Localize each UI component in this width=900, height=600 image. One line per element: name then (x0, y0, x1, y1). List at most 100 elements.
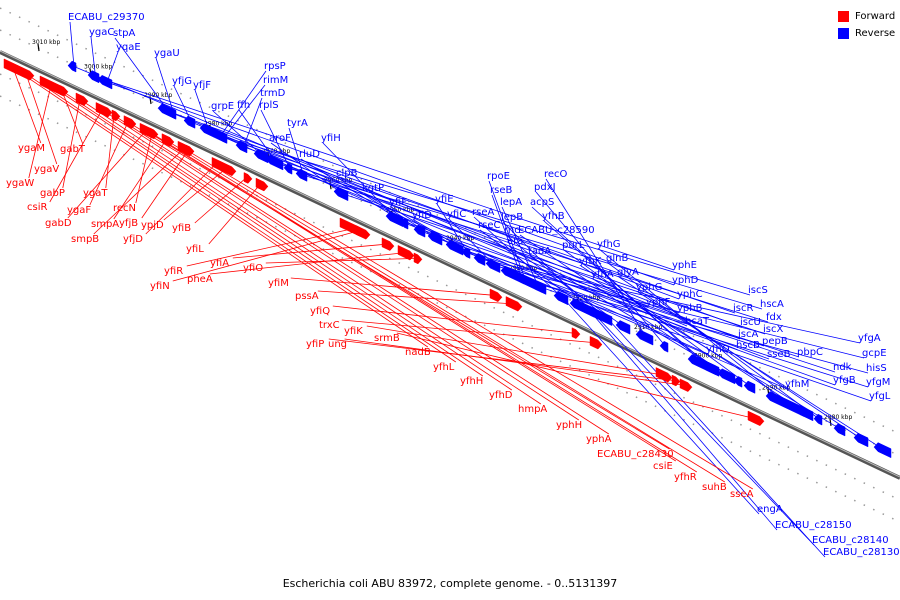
forward-leader-line (79, 99, 542, 405)
forward-gene-glyph (747, 410, 765, 427)
reverse-leader-line (342, 193, 766, 335)
reverse-gene-label: sseB (767, 349, 791, 360)
forward-gene-glyph (219, 160, 237, 177)
forward-gene-label: gabP (40, 188, 65, 199)
reverse-leader-line (289, 168, 763, 310)
forward-gene-glyph (671, 374, 681, 387)
reverse-gene-label: glyA (617, 267, 639, 278)
forward-gene-label: smpB (71, 234, 99, 245)
reverse-gene-label: yfhK (579, 256, 602, 267)
reverse-leader-line (543, 220, 712, 369)
reverse-gene-glyph (530, 279, 543, 293)
forward-gene-glyph (381, 237, 395, 251)
reverse-leader-line (421, 230, 788, 390)
tick-label: 2880 kbp (824, 414, 852, 421)
reverse-leader-line (262, 155, 741, 340)
reverse-leader-line (436, 237, 800, 358)
reverse-leader-line (106, 51, 119, 83)
forward-gene-glyph (413, 252, 423, 265)
forward-gene-glyph (397, 244, 415, 261)
forward-gene-label: csiR (27, 202, 47, 213)
reverse-gene-label: yphD (672, 275, 699, 286)
reverse-leader-line (168, 110, 680, 300)
reverse-gene-label: yfgB (833, 375, 856, 386)
forward-gene-label: smpA (91, 219, 119, 230)
forward-gene-label: ygaT (83, 188, 108, 199)
reverse-leader-line (303, 174, 769, 323)
reverse-gene-label: yphE (672, 260, 697, 271)
reverse-gene-glyph (659, 340, 669, 353)
reverse-gene-label: lepA (500, 197, 522, 208)
forward-leader-line (145, 130, 677, 462)
reverse-leader-line (637, 291, 885, 451)
reverse-gene-label: glnB (606, 253, 628, 264)
forward-leader-line (163, 168, 227, 221)
reverse-leader-line (260, 109, 291, 169)
forward-gene-glyph (571, 327, 581, 339)
forward-leader-line (186, 228, 354, 267)
forward-leader-line (183, 148, 754, 490)
reverse-gene-label: yfgM (866, 377, 890, 388)
forward-leader-line (265, 258, 417, 264)
forward-gene-label: csiE (653, 461, 673, 472)
reverse-leader-line (481, 259, 861, 344)
forward-leader-line (344, 338, 685, 386)
forward-leader-line (12, 67, 429, 348)
reverse-leader-line (194, 89, 210, 131)
forward-swatch (838, 10, 849, 22)
reverse-gene-label: rimM (263, 75, 288, 86)
reverse-leader-line (243, 146, 743, 328)
reverse-gene-label: yphF (646, 297, 671, 308)
legend: Forward Reverse (838, 9, 895, 43)
reverse-gene-label: yqaE (116, 42, 141, 53)
reverse-leader-line (525, 279, 869, 374)
reverse-leader-line (562, 297, 760, 515)
reverse-leader-line (106, 81, 675, 286)
reverse-gene-label: engA (757, 504, 783, 515)
reverse-gene-label: yfiC (447, 209, 466, 220)
reverse-leader-line (223, 84, 266, 138)
reverse-leader-line (173, 113, 680, 314)
forward-gene-label: sseA (730, 489, 754, 500)
reverse-gene-label: pbpC (797, 347, 823, 358)
reverse-gene-label: iscS (748, 285, 768, 296)
reverse-leader-line (191, 121, 688, 327)
reverse-leader-line (405, 223, 770, 360)
reverse-gene-label: acpS (530, 197, 554, 208)
reverse-gene-label: pepB (762, 336, 788, 347)
forward-leader-line (89, 121, 129, 206)
reverse-gene-label: ygaC (89, 27, 114, 38)
forward-gene-label: gabD (45, 218, 72, 229)
reverse-gene-label: ffh (237, 100, 250, 111)
reverse-gene-label: purL (562, 240, 585, 251)
reverse-gene-label: yfiD (412, 210, 432, 221)
reverse-gene-label: ECABU_c28150 (775, 520, 852, 531)
guide-line (0, 73, 900, 501)
reverse-gene-label: yphC (677, 289, 703, 300)
reverse-gene-label: ECABU_c28140 (812, 535, 889, 546)
forward-gene-label: suhB (702, 482, 727, 493)
forward-gene-label: yfiB (172, 223, 191, 234)
reverse-leader-line (173, 85, 192, 123)
forward-leader-line (50, 85, 484, 377)
forward-gene-glyph (505, 296, 523, 312)
reverse-gene-glyph (701, 360, 717, 376)
reverse-gene-label: tyrA (287, 118, 308, 129)
forward-leader-line (25, 73, 457, 363)
forward-gene-label: recN (113, 203, 136, 214)
tick-label: 3000 kbp (84, 64, 112, 71)
tick-mark (829, 418, 832, 426)
forward-leader-line (194, 177, 247, 224)
reverse-gene-label: yfhG (597, 239, 621, 250)
reverse-gene-label: iscR (733, 303, 753, 314)
caption: Escherichia coli ABU 83972, complete gen… (282, 577, 618, 590)
reverse-gene-label: stpA (113, 28, 135, 39)
forward-gene-glyph (355, 225, 365, 237)
reverse-leader-line (488, 180, 526, 281)
legend-forward-label: Forward (855, 10, 896, 22)
reverse-leader-line (208, 130, 709, 355)
reverse-leader-line (396, 218, 765, 347)
forward-gene-label: nadB (405, 347, 431, 358)
forward-leader-line (290, 277, 495, 296)
forward-leader-line (93, 148, 185, 235)
